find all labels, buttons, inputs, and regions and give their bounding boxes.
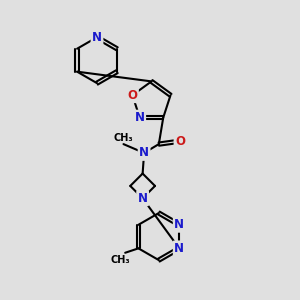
Text: N: N	[174, 218, 184, 231]
Text: N: N	[138, 192, 148, 205]
Text: N: N	[174, 242, 184, 255]
Text: N: N	[92, 31, 102, 44]
Text: O: O	[175, 135, 185, 148]
Text: CH₃: CH₃	[111, 255, 130, 265]
Text: N: N	[139, 146, 149, 159]
Text: O: O	[128, 89, 137, 102]
Text: N: N	[135, 111, 145, 124]
Text: CH₃: CH₃	[114, 133, 133, 142]
